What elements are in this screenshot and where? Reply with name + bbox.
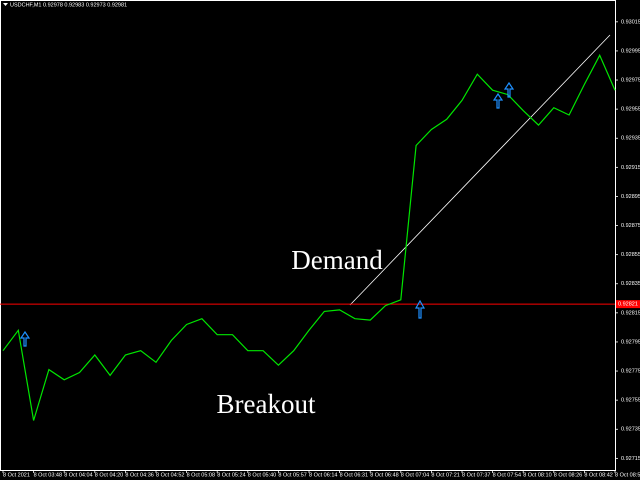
y-tick-label: 0.92815 [621, 310, 640, 316]
plot-frame [0, 0, 616, 471]
level-label-box [616, 300, 640, 309]
y-tick-label: 0.92995 [621, 48, 640, 54]
y-tick-label: 0.93015 [621, 19, 640, 25]
y-tick-label: 0.92935 [621, 136, 640, 142]
x-tick-label: 8 Oct 04:36 [125, 472, 153, 478]
x-tick-label: 8 Oct 07:37 [462, 472, 490, 478]
annotation: Demand [291, 245, 383, 275]
x-tick-label: 8 Oct 06:31 [340, 472, 368, 478]
x-tick-label: 8 Oct 06:48 [370, 472, 398, 478]
chart-title: USDCHF,M1 0.92978 0.92983 0.92973 0.9298… [10, 2, 127, 8]
x-tick-label: 8 Oct 05:24 [217, 472, 245, 478]
y-tick-label: 0.92975 [621, 77, 640, 83]
y-tick-label: 0.92735 [621, 427, 640, 433]
buy-arrow [19, 330, 31, 347]
x-tick-label: 8 Oct 05:40 [248, 472, 276, 478]
x-tick-label: 8 Oct 08:58 [615, 472, 640, 478]
y-tick-label: 0.92835 [621, 281, 640, 287]
y-tick-label: 0.92875 [621, 223, 640, 229]
annotation: Breakout [217, 389, 316, 419]
buy-arrow [503, 81, 515, 98]
trend-line [349, 34, 611, 306]
x-tick-label: 8 Oct 08:42 [584, 472, 612, 478]
x-tick-label: 8 Oct 03:48 [34, 472, 62, 478]
y-tick-label: 0.92955 [621, 107, 640, 113]
x-tick-label: 8 Oct 07:54 [493, 472, 521, 478]
y-tick-label: 0.92775 [621, 369, 640, 375]
x-tick-label: 8 Oct 05:08 [187, 472, 215, 478]
x-tick-label: 8 Oct 07:21 [431, 472, 459, 478]
level-label: 0.92821 [618, 302, 638, 308]
arrows [19, 81, 515, 347]
marks [0, 53, 616, 421]
y-tick-label: 0.92855 [621, 252, 640, 258]
x-tick-label: 8 Oct 08:26 [554, 472, 582, 478]
x-tick-label: 8 Oct 04:04 [64, 472, 92, 478]
x-tick-label: 8 Oct 04:20 [95, 472, 123, 478]
buy-arrow [414, 299, 426, 319]
y-tick-label: 0.92795 [621, 339, 640, 345]
y-tick-label: 0.92915 [621, 165, 640, 171]
x-tick-label: 8 Oct 07:04 [401, 472, 429, 478]
x-tick-label: 8 Oct 06:14 [309, 472, 337, 478]
x-tick-label: 8 Oct 08:10 [523, 472, 551, 478]
y-tick-label: 0.92715 [621, 456, 640, 462]
x-tick-label: 8 Oct 04:52 [156, 472, 184, 478]
x-tick-label: 8 Oct 2021 [3, 472, 30, 478]
price-line [2, 53, 616, 421]
title-icon [3, 3, 8, 6]
x-tick-label: 8 Oct 05:57 [278, 472, 306, 478]
y-tick-label: 0.92755 [621, 398, 640, 404]
buy-arrow [492, 92, 504, 109]
y-tick-label: 0.92895 [621, 194, 640, 200]
